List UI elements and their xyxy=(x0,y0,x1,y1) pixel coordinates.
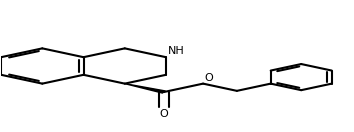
Text: NH: NH xyxy=(168,46,184,56)
Text: O: O xyxy=(160,109,168,119)
Polygon shape xyxy=(125,84,166,93)
Text: O: O xyxy=(204,73,213,83)
